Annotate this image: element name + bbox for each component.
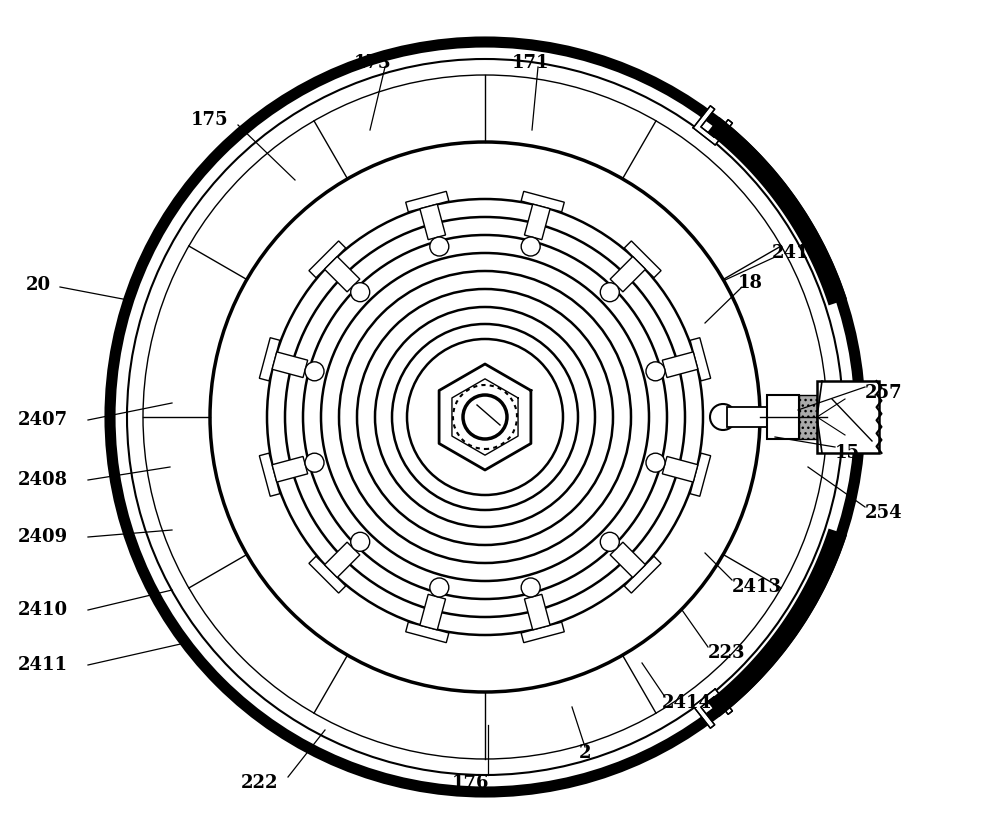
Text: 175: 175 — [191, 111, 229, 129]
Bar — [817, 381, 879, 453]
Text: 2411: 2411 — [18, 656, 68, 674]
Bar — [727, 407, 767, 427]
Text: 223: 223 — [708, 644, 746, 662]
Circle shape — [351, 532, 370, 551]
Polygon shape — [624, 556, 661, 593]
Polygon shape — [521, 622, 564, 643]
Circle shape — [600, 283, 619, 301]
Circle shape — [646, 453, 665, 472]
Polygon shape — [521, 191, 564, 212]
Text: 2409: 2409 — [18, 528, 68, 546]
Circle shape — [600, 532, 619, 551]
Circle shape — [305, 362, 324, 381]
Polygon shape — [610, 256, 646, 292]
Circle shape — [305, 453, 324, 472]
Circle shape — [521, 578, 540, 597]
Text: 18: 18 — [738, 274, 763, 292]
Circle shape — [710, 404, 736, 430]
Circle shape — [430, 237, 449, 256]
Text: 257: 257 — [865, 384, 903, 402]
Text: 173: 173 — [353, 54, 391, 72]
Polygon shape — [406, 191, 449, 212]
Text: 2414: 2414 — [662, 694, 712, 712]
Text: 2410: 2410 — [18, 601, 68, 619]
Text: 176: 176 — [451, 774, 489, 792]
Bar — [767, 395, 799, 439]
Polygon shape — [524, 204, 550, 240]
Polygon shape — [524, 595, 550, 630]
Text: 222: 222 — [241, 774, 279, 792]
Polygon shape — [693, 106, 732, 145]
Polygon shape — [309, 556, 346, 593]
Circle shape — [646, 362, 665, 381]
Polygon shape — [690, 337, 711, 381]
Polygon shape — [259, 337, 280, 381]
Text: 2408: 2408 — [18, 471, 68, 489]
Circle shape — [351, 283, 370, 301]
Polygon shape — [259, 453, 280, 496]
Circle shape — [521, 237, 540, 256]
Circle shape — [430, 578, 449, 597]
Text: 20: 20 — [25, 276, 51, 294]
Text: 2: 2 — [579, 744, 591, 762]
Polygon shape — [272, 457, 308, 482]
Polygon shape — [610, 542, 646, 578]
Text: 2407: 2407 — [18, 411, 68, 429]
Polygon shape — [693, 689, 732, 728]
Polygon shape — [309, 241, 346, 278]
Bar — [799, 395, 817, 439]
Polygon shape — [624, 241, 661, 278]
Polygon shape — [272, 352, 308, 377]
Text: 2412: 2412 — [772, 244, 822, 262]
Polygon shape — [406, 622, 449, 643]
Polygon shape — [662, 352, 698, 377]
Polygon shape — [690, 453, 711, 496]
Text: 171: 171 — [511, 54, 549, 72]
Text: 15: 15 — [835, 444, 860, 462]
Text: 254: 254 — [865, 504, 903, 522]
Polygon shape — [324, 542, 360, 578]
Polygon shape — [662, 457, 698, 482]
Polygon shape — [324, 256, 360, 292]
Text: 2413: 2413 — [732, 578, 782, 596]
Polygon shape — [420, 204, 446, 240]
Polygon shape — [420, 595, 446, 630]
